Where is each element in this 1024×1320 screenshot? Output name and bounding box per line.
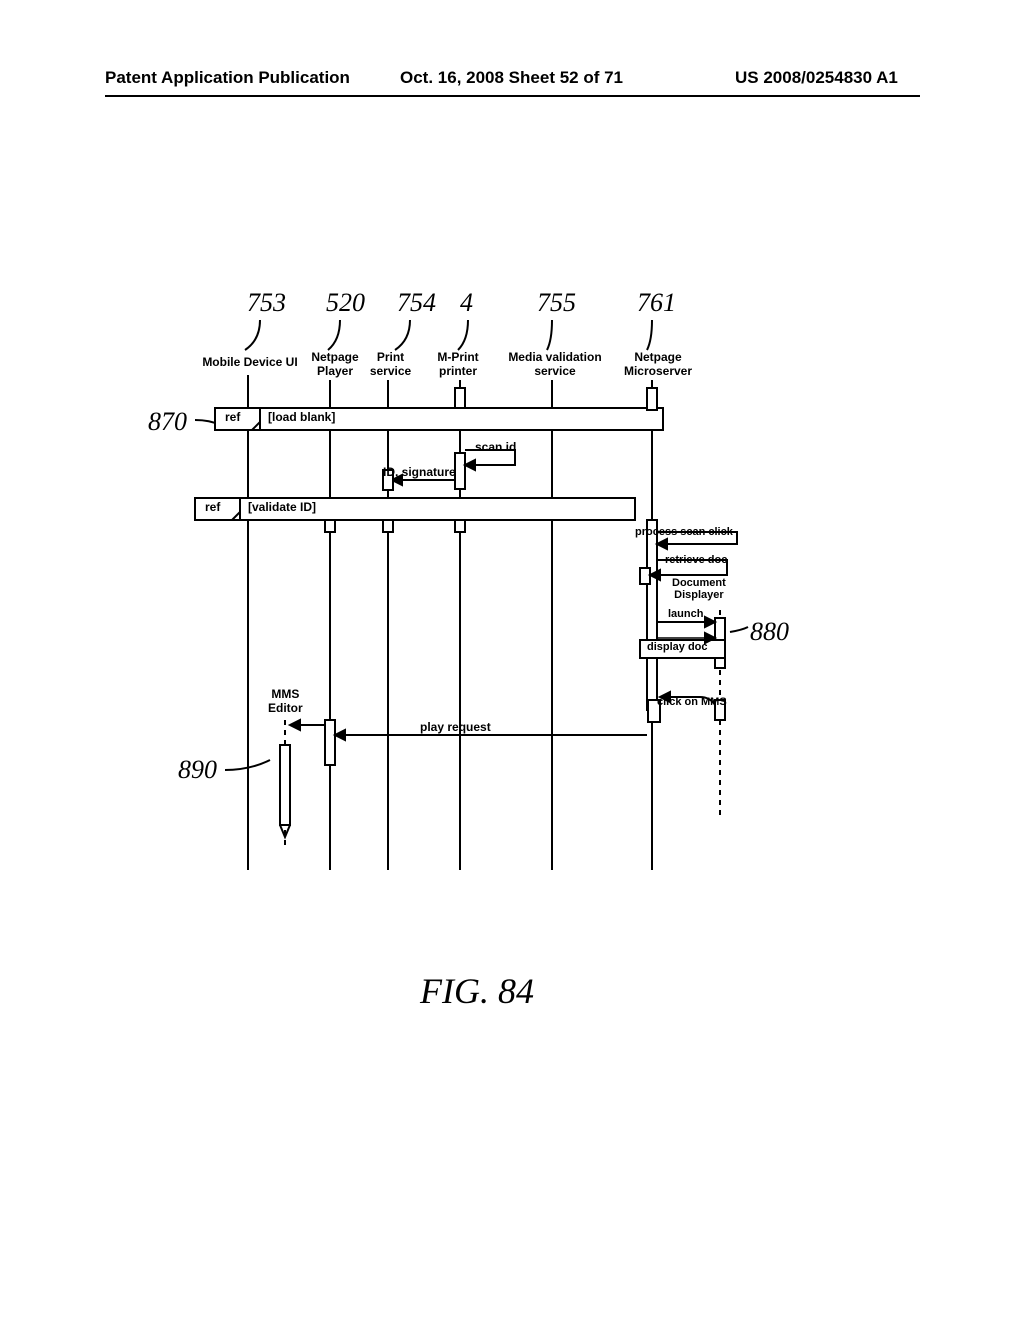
msg-proc-scan: process scan click	[635, 526, 733, 538]
patent-page: Patent Application Publication Oct. 16, …	[0, 0, 1024, 1320]
msg-mms-editor: MMS Editor	[268, 687, 303, 715]
msg-validate: [validate ID]	[248, 500, 316, 514]
msg-id-sig: ID, signature	[383, 465, 456, 479]
msg-play-req: play request	[420, 720, 491, 734]
msg-retrieve: retrieve doc	[665, 554, 727, 566]
msg-scan-id: scan id	[475, 440, 516, 454]
msg-display-doc: display doc	[647, 641, 708, 653]
sequence-diagram	[0, 0, 1024, 1320]
msg-ref2: ref	[205, 500, 220, 514]
msg-load-blank: [load blank]	[268, 410, 335, 424]
msg-ref1: ref	[225, 410, 240, 424]
msg-click-mms: click on MMS	[657, 696, 727, 708]
figure-label: FIG. 84	[420, 970, 534, 1012]
msg-launch: launch	[668, 608, 703, 620]
msg-doc-disp: Document Displayer	[672, 577, 726, 601]
